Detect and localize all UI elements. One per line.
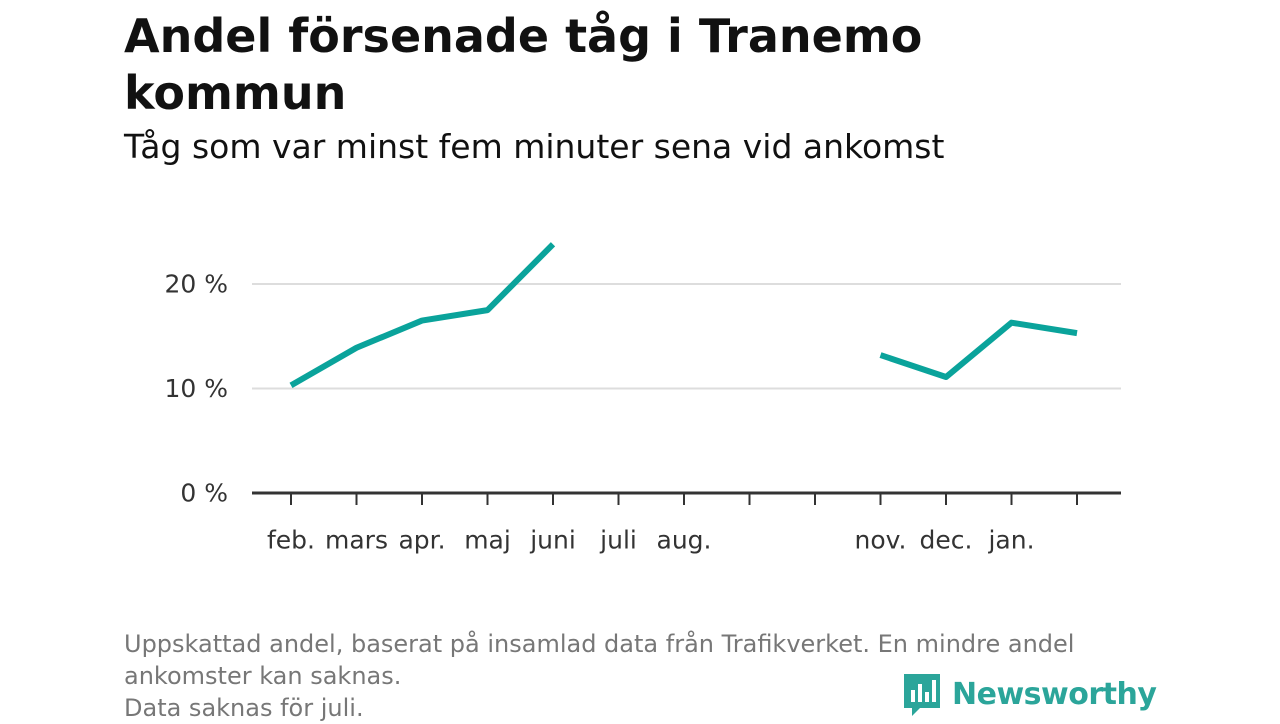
series-line — [289, 242, 556, 388]
x-tick-label: jan. — [987, 526, 1034, 555]
y-tick-label: 0 % — [180, 479, 228, 508]
y-tick-label: 20 % — [164, 270, 228, 299]
x-tick-label: mars — [325, 526, 388, 555]
x-tick-label: juni — [529, 526, 576, 555]
newsworthy-logo-icon — [904, 674, 940, 716]
chart-title: Andel försenade tåg i Tranemo kommun — [124, 9, 923, 120]
x-tick-label: dec. — [920, 526, 973, 555]
footnote: Uppskattad andel, baserat på insamlad da… — [124, 628, 1164, 724]
x-tick-label: aug. — [657, 526, 712, 555]
series-line — [879, 319, 1078, 381]
x-tick-label: juli — [599, 526, 637, 555]
footnote-line: ankomster kan saknas. — [124, 662, 402, 690]
footnote-line: Uppskattad andel, baserat på insamlad da… — [124, 630, 1075, 658]
chart-subtitle: Tåg som var minst fem minuter sena vid a… — [124, 127, 945, 166]
x-tick-label: maj — [464, 526, 511, 555]
brand-name: Newsworthy — [952, 676, 1157, 712]
y-tick-label: 10 % — [164, 374, 228, 403]
x-tick-label: feb. — [267, 526, 315, 555]
brand-logo[interactable]: Newsworthy — [902, 670, 1157, 718]
x-tick-label: apr. — [398, 526, 445, 555]
x-tick-label: nov. — [855, 526, 907, 555]
footnote-line: Data saknas för juli. — [124, 694, 364, 722]
